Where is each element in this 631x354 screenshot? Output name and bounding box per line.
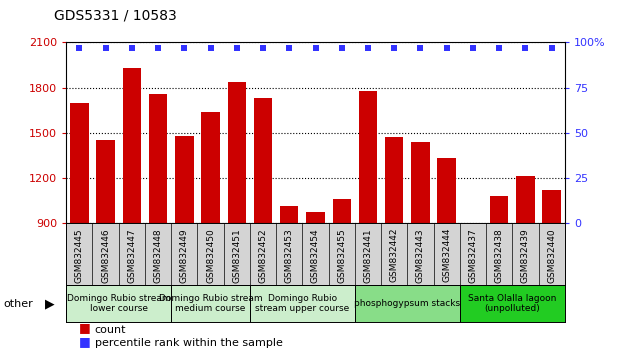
Text: GSM832453: GSM832453	[285, 228, 294, 283]
Text: GSM832450: GSM832450	[206, 228, 215, 283]
Bar	[355, 285, 460, 322]
Text: ■: ■	[79, 321, 91, 335]
Text: GSM832454: GSM832454	[311, 228, 320, 282]
Text: GSM832451: GSM832451	[232, 228, 241, 283]
Text: Domingo Rubio stream
medium course: Domingo Rubio stream medium course	[159, 294, 262, 313]
Bar	[411, 142, 430, 354]
Bar	[437, 158, 456, 354]
Bar	[201, 112, 220, 354]
Text: GSM832445: GSM832445	[75, 228, 84, 282]
Bar	[70, 103, 88, 354]
Text: GSM832444: GSM832444	[442, 228, 451, 282]
Bar	[228, 82, 246, 354]
Bar	[359, 91, 377, 354]
Text: Domingo Rubio
stream upper course: Domingo Rubio stream upper course	[256, 294, 350, 313]
Bar	[333, 199, 351, 354]
Bar	[490, 196, 509, 354]
Text: GSM832455: GSM832455	[337, 228, 346, 283]
Text: GSM832439: GSM832439	[521, 228, 530, 283]
Text: GSM832447: GSM832447	[127, 228, 136, 282]
Text: GSM832449: GSM832449	[180, 228, 189, 282]
Bar	[66, 285, 171, 322]
Bar	[175, 136, 194, 354]
Text: percentile rank within the sample: percentile rank within the sample	[95, 338, 283, 348]
Bar	[250, 285, 355, 322]
Text: GSM832452: GSM832452	[259, 228, 268, 282]
Bar	[280, 206, 298, 354]
Text: GSM832443: GSM832443	[416, 228, 425, 282]
Text: GSM832441: GSM832441	[363, 228, 372, 282]
Bar	[122, 68, 141, 354]
Bar	[171, 285, 250, 322]
Text: Santa Olalla lagoon
(unpolluted): Santa Olalla lagoon (unpolluted)	[468, 294, 557, 313]
Bar	[385, 137, 403, 354]
Bar	[254, 98, 272, 354]
Text: other: other	[3, 298, 33, 309]
Bar	[306, 212, 325, 354]
Text: GSM832440: GSM832440	[547, 228, 556, 282]
Text: GSM832448: GSM832448	[153, 228, 163, 282]
Bar	[97, 140, 115, 354]
Text: GSM832442: GSM832442	[390, 228, 399, 282]
Text: GDS5331 / 10583: GDS5331 / 10583	[54, 9, 177, 23]
Text: ▶: ▶	[45, 297, 55, 310]
Text: phosphogypsum stacks: phosphogypsum stacks	[354, 299, 461, 308]
Text: count: count	[95, 325, 126, 335]
Bar	[464, 228, 482, 354]
Bar	[149, 94, 167, 354]
Bar	[460, 285, 565, 322]
Bar	[516, 176, 534, 354]
Text: GSM832446: GSM832446	[101, 228, 110, 282]
Text: ■: ■	[79, 335, 91, 348]
Bar	[543, 190, 561, 354]
Text: Domingo Rubio stream
lower course: Domingo Rubio stream lower course	[67, 294, 170, 313]
Text: GSM832437: GSM832437	[468, 228, 478, 283]
Text: GSM832438: GSM832438	[495, 228, 504, 283]
